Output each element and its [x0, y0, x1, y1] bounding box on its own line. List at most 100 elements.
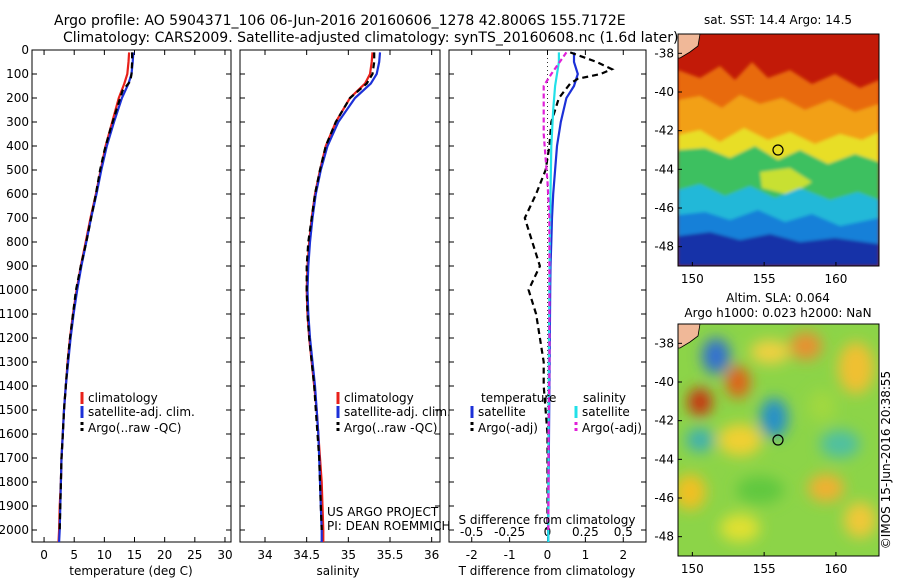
credit-line2: PI: DEAN ROEMMICH — [327, 519, 450, 533]
legend-temperature-header: temperature — [481, 391, 556, 405]
x-tick-label: 0 — [544, 548, 552, 562]
x-tick-label: 36 — [424, 548, 439, 562]
depth-tick-label: 1400 — [0, 379, 29, 393]
x-tick-label: 1 — [582, 548, 590, 562]
series-line-1-1 — [306, 52, 382, 542]
sla-map-title-line1: Altim. SLA: 0.064 — [726, 291, 830, 305]
temperature-profiles — [57, 52, 135, 543]
map-x-tick-label: 160 — [824, 562, 847, 576]
series-line-2-3 — [542, 51, 568, 531]
map-x-tick-label: 160 — [824, 272, 847, 286]
salinity-xlabel: salinity — [316, 564, 359, 578]
x-tick-label: 10 — [97, 548, 112, 562]
sst-map-image — [678, 34, 879, 266]
x-tick-label: -2 — [466, 548, 478, 562]
salinity-profiles — [305, 52, 382, 542]
depth-tick-label: 700 — [6, 211, 29, 225]
s-difference-xlabel: S difference from climatology — [459, 513, 636, 527]
x2-tick-label: -0.25 — [494, 525, 525, 539]
temperature-panel: 0 5 10 15 20 25 300100200300400500600700800900… — [0, 43, 233, 578]
salinity-plot-frame — [239, 49, 441, 543]
sla-map-frame — [677, 323, 880, 557]
sst-map-title: sat. SST: 14.4 Argo: 14.5 — [704, 13, 852, 27]
x2-tick-label: 0.5 — [614, 525, 633, 539]
legend-s-satellite-label: satellite — [582, 405, 630, 419]
depth-tick-label: 1200 — [0, 331, 29, 345]
salinity-panel: 34 34.5 35 35.5 36 salinity — [239, 49, 441, 578]
sst-map-panel: sat. SST: 14.4 Argo: 14.5 150 155 160-38-4 — [654, 13, 880, 286]
sla-argo-location-marker — [772, 434, 784, 446]
legend-satellite-adj-label: satellite-adj. clim. — [344, 405, 451, 419]
series-line-2-1 — [523, 51, 615, 530]
depth-tick-label: 1100 — [0, 307, 29, 321]
depth-tick-label: 600 — [6, 187, 29, 201]
map-y-tick-label: -42 — [654, 124, 674, 138]
sla-map-image — [678, 324, 879, 556]
series-line-1-2 — [305, 52, 376, 531]
map-x-tick-label: 155 — [753, 562, 776, 576]
legend-argo-label: Argo(..raw -QC) — [88, 421, 181, 435]
x-tick-label: 35.5 — [377, 548, 404, 562]
depth-tick-label: 400 — [6, 139, 29, 153]
difference-panel: -2 -1 0 1 2-0.5 -0.25 0 0.25 0.5 T difference fr… — [448, 49, 647, 578]
temperature-ticks: 0 5 10 15 20 25 300100200300400500600700800900… — [0, 43, 233, 562]
depth-tick-label: 0 — [21, 43, 29, 57]
map-x-tick-label: 155 — [753, 272, 776, 286]
map-y-tick-label: -42 — [654, 414, 674, 428]
legend-climatology-label: climatology — [344, 391, 414, 405]
figure-title-line1: Argo profile: AO 5904371_106 06-Jun-2016… — [54, 13, 626, 29]
x2-tick-label: -0.5 — [460, 525, 483, 539]
depth-tick-label: 2000 — [0, 523, 29, 537]
depth-tick-label: 1500 — [0, 403, 29, 417]
figure-title-line2: Climatology: CARS2009. Satellite-adjuste… — [63, 30, 678, 46]
map-y-tick-label: -40 — [654, 85, 674, 99]
x-tick-label: 5 — [70, 548, 78, 562]
map-y-tick-label: -38 — [654, 336, 674, 350]
depth-tick-label: 300 — [6, 115, 29, 129]
map-y-tick-label: -44 — [654, 162, 674, 176]
legend-s-argo-label: Argo(-adj) — [582, 421, 642, 435]
sst-argo-location-marker — [772, 144, 784, 156]
map-y-tick-label: -48 — [654, 530, 674, 544]
x-tick-label: 30 — [217, 548, 232, 562]
salinity-ticks: 34 34.5 35 35.5 36 — [240, 49, 440, 562]
sla-map-ticks: 150 155 160 -38 -40 -42 -44 -46 -48 — [654, 336, 847, 576]
copyright-timestamp: ©IMOS 15-Jun-2016 20:38:55 — [879, 371, 893, 549]
series-line-0-2 — [58, 52, 134, 531]
sla-map-panel: Altim. SLA: 0.064 Argo h1000: 0.023 h200… — [654, 291, 880, 576]
depth-tick-label: 100 — [6, 67, 29, 81]
map-y-tick-label: -46 — [654, 491, 674, 505]
map-y-tick-label: -48 — [654, 240, 674, 254]
legend-salinity-header: salinity — [583, 391, 626, 405]
map-x-tick-label: 150 — [681, 562, 704, 576]
map-y-tick-label: -40 — [654, 375, 674, 389]
temperature-plot-frame — [31, 49, 232, 543]
depth-tick-label: 1000 — [0, 283, 29, 297]
temperature-xlabel: temperature (deg C) — [69, 564, 192, 578]
x-tick-label: 2 — [619, 548, 627, 562]
x-tick-label: 15 — [127, 548, 142, 562]
depth-tick-label: 1700 — [0, 451, 29, 465]
depth-tick-label: 1900 — [0, 499, 29, 513]
t-difference-xlabel: T difference from climatology — [458, 564, 636, 578]
legend-t-argo-label: Argo(-adj) — [478, 421, 538, 435]
legend-satellite-adj-label: satellite-adj. clim. — [88, 405, 195, 419]
x2-tick-label: 0.25 — [572, 525, 599, 539]
sla-map-title-line2: Argo h1000: 0.023 h2000: NaN — [684, 306, 871, 320]
x-tick-label: 20 — [157, 548, 172, 562]
legend-climatology-label: climatology — [88, 391, 158, 405]
legend-argo-label: Argo(..raw -QC) — [344, 421, 437, 435]
map-x-tick-label: 150 — [681, 272, 704, 286]
x-tick-label: 0 — [40, 548, 48, 562]
depth-tick-label: 1300 — [0, 355, 29, 369]
difference-profiles — [523, 50, 615, 542]
depth-tick-label: 900 — [6, 259, 29, 273]
x-tick-label: 34.5 — [293, 548, 320, 562]
map-y-tick-label: -38 — [654, 46, 674, 60]
map-y-tick-label: -44 — [654, 452, 674, 466]
depth-tick-label: 1800 — [0, 475, 29, 489]
x-tick-label: 34 — [257, 548, 272, 562]
credit-line1: US ARGO PROJECT — [327, 505, 439, 519]
